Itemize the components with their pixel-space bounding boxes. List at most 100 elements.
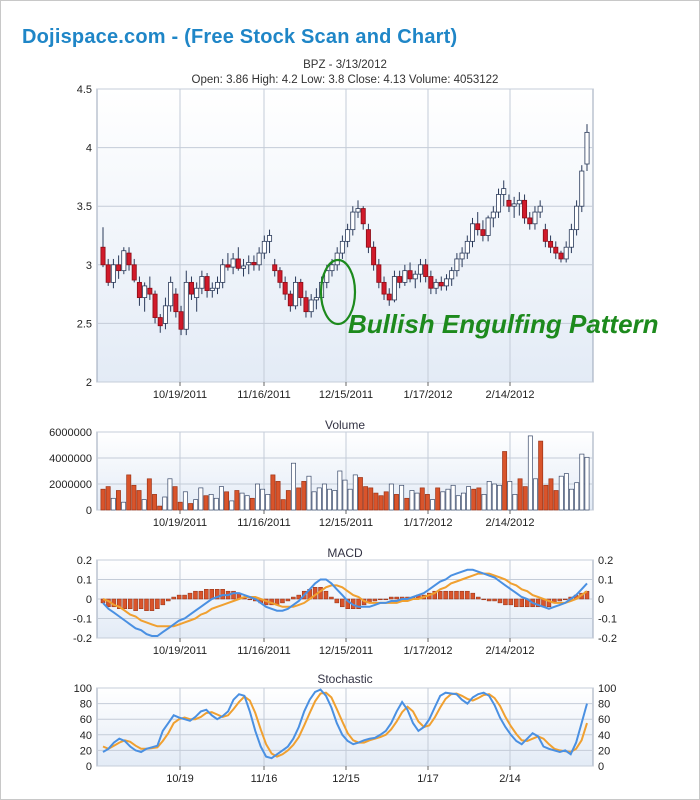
volume-bar: [260, 488, 266, 511]
macd-histogram-bar: [459, 590, 465, 600]
macd-histogram-bar: [454, 590, 459, 600]
candle-up: [220, 264, 226, 283]
macd-histogram-bar: [378, 598, 383, 601]
volume-bar: [383, 491, 389, 511]
candle-up: [579, 170, 585, 207]
candle-down: [371, 246, 377, 266]
volume-bar: [316, 487, 322, 511]
volume-bar: [533, 478, 538, 511]
candle-down: [558, 252, 564, 260]
candle-up: [496, 194, 502, 213]
candle-up: [308, 299, 314, 313]
candle-up: [261, 240, 267, 254]
volume-bar: [357, 477, 363, 511]
macd-histogram-bar: [214, 589, 220, 600]
volume-bar: [409, 490, 415, 511]
candle-down: [152, 293, 158, 318]
volume-bar: [553, 490, 559, 511]
x-tick-label: 2/14: [499, 773, 520, 785]
macd-histogram-bar: [117, 598, 122, 609]
volume-bar: [337, 470, 343, 511]
volume-bar: [321, 483, 327, 511]
candle-up: [230, 258, 236, 268]
macd-histogram-bar: [546, 598, 552, 608]
volume-bar: [414, 492, 420, 511]
macd-histogram-bar: [127, 598, 133, 609]
candle-up: [329, 264, 335, 272]
y-tick-label-right: 0: [598, 761, 604, 773]
macd-histogram-bar: [394, 596, 399, 600]
macd-line: [102, 568, 588, 637]
candle-up: [464, 240, 470, 254]
candle-up: [574, 205, 580, 231]
x-tick-label: 10/19: [166, 773, 194, 785]
candle-up: [241, 265, 247, 269]
volume-bar: [419, 487, 425, 511]
volume-bar: [507, 481, 513, 511]
candle-up: [355, 208, 361, 213]
macd-histogram-bar: [204, 589, 209, 600]
pattern-callout: Bullish Engulfing Pattern: [348, 309, 659, 339]
volume-bar: [167, 478, 173, 511]
candle-up: [454, 258, 460, 272]
volume-bar: [172, 486, 178, 511]
candle-up: [345, 229, 351, 242]
volume-bar: [157, 505, 163, 511]
candle-down: [157, 317, 163, 327]
y-tick-label: 3.5: [77, 201, 92, 213]
candle-up: [537, 205, 543, 213]
volume-title: Volume: [325, 418, 365, 432]
y-tick-label-right: 80: [598, 699, 610, 711]
y-tick-label: 2: [86, 377, 92, 389]
volume-bar: [311, 491, 317, 511]
candle-down: [178, 311, 184, 330]
macd-histogram-bar: [481, 598, 486, 601]
candle-down: [303, 297, 309, 313]
macd-panel: -0.2 -0.2 -0.1 -0.1 0 0 0.1 0.1 0.2 0.2 10/19/2011…: [73, 555, 617, 657]
macd-histogram-bar: [535, 598, 541, 608]
macd-histogram-bar: [133, 598, 138, 611]
macd-histogram-bar: [323, 590, 329, 600]
site-title[interactable]: Dojispace.com - (Free Stock Scan and Cha…: [22, 26, 458, 48]
candle-up: [485, 217, 491, 236]
candle-up: [199, 276, 205, 289]
y-tick-label: 60: [80, 714, 92, 726]
candle-up: [402, 270, 408, 283]
macd-histogram-bar: [345, 598, 350, 609]
macd-title: MACD: [327, 546, 363, 560]
candle-down: [251, 262, 257, 266]
candle-down: [100, 246, 106, 266]
volume-bar: [584, 456, 590, 511]
candle-up: [214, 281, 220, 289]
candle-up: [501, 188, 507, 195]
volume-bar: [563, 473, 569, 511]
candle-down: [423, 264, 429, 277]
volume-bar: [342, 479, 348, 511]
y-tick-label: 0: [86, 761, 92, 773]
volume-bar: [105, 486, 111, 511]
macd-histogram-bar: [285, 598, 291, 602]
candle-up: [433, 281, 439, 289]
y-tick-label: 100: [74, 683, 92, 695]
volume-bar: [491, 483, 497, 511]
candle-down: [542, 229, 548, 242]
y-tick-label: 0.2: [77, 555, 92, 567]
y-tick-label-right: -0.1: [598, 614, 617, 626]
volume-bar: [332, 490, 338, 511]
candle-down: [480, 229, 486, 236]
macd-histogram-bar: [514, 598, 519, 608]
volume-bar: [275, 481, 281, 511]
volume-bar: [100, 488, 106, 511]
volume-bar: [296, 487, 302, 511]
volume-bar: [203, 495, 209, 511]
candle-up: [350, 211, 356, 231]
volume-bar: [249, 497, 255, 511]
candle-up: [313, 297, 319, 301]
volume-bar: [208, 494, 214, 511]
macd-signal-line: [102, 572, 588, 628]
volume-bar: [527, 435, 533, 511]
macd-histogram-bar: [486, 598, 492, 602]
candle-down: [386, 293, 392, 301]
candle-down: [287, 293, 293, 307]
volume-bar: [424, 494, 430, 511]
